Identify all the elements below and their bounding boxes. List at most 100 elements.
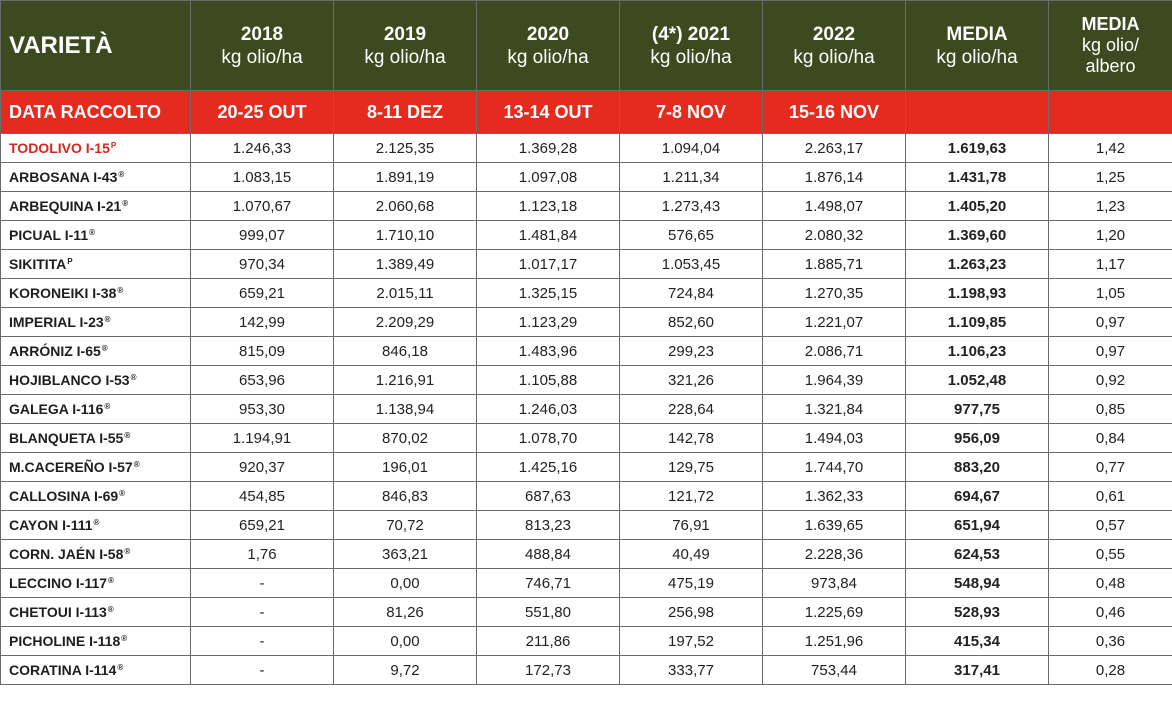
yield-cell: 1.053,45 bbox=[619, 249, 763, 279]
variety-name: M.CACEREÑO I-57® bbox=[0, 452, 191, 482]
table-row: PICHOLINE I-118® -0,00 211,86 197,52 1.251,9… bbox=[0, 626, 1172, 656]
table-row: SIKITITAP 970,34 1.389,49 1.017,17 1.053,45 1… bbox=[0, 249, 1172, 279]
column-title: 2022 bbox=[812, 23, 856, 45]
yield-cell: 1.425,16 bbox=[476, 452, 620, 482]
variety-name: IMPERIAL I-23® bbox=[0, 307, 191, 337]
trademark-mark: ® bbox=[104, 315, 111, 324]
yield-cell: 1.885,71 bbox=[762, 249, 906, 279]
column-title: 2018 bbox=[240, 23, 284, 45]
year-2018-header: 2018 kg olio/ha bbox=[190, 0, 334, 91]
media-tree-cell: 1,23 bbox=[1048, 191, 1172, 221]
yield-cell: 2.263,17 bbox=[762, 133, 906, 163]
harvest-date-cell: 15-16 NOV bbox=[762, 90, 906, 134]
yield-cell: 973,84 bbox=[762, 568, 906, 598]
yield-cell: 1.498,07 bbox=[762, 191, 906, 221]
variety-label: HOJIBLANCO I-53 bbox=[9, 372, 130, 388]
yield-cell: 40,49 bbox=[619, 539, 763, 569]
yield-cell: 1.105,88 bbox=[476, 365, 620, 395]
media-ha-cell: 1.369,60 bbox=[905, 220, 1049, 250]
yield-cell: 1.221,07 bbox=[762, 307, 906, 337]
variety-name: KORONEIKI I-38® bbox=[0, 278, 191, 308]
variety-label: CORATINA I-114 bbox=[9, 662, 117, 678]
variety-name: CORN. JAÉN I-58® bbox=[0, 539, 191, 569]
variety-label: PICHOLINE I-118 bbox=[9, 633, 121, 649]
yield-cell: 687,63 bbox=[476, 481, 620, 511]
media-ha-cell: 977,75 bbox=[905, 394, 1049, 424]
harvest-date-cell: 20-25 OUT bbox=[190, 90, 334, 134]
variety-label: CORN. JAÉN I-58 bbox=[9, 546, 124, 562]
yield-cell: 488,84 bbox=[476, 539, 620, 569]
table-row: CALLOSINA I-69® 454,85 846,83 687,63 121,72 1… bbox=[0, 481, 1172, 511]
yield-cell: 1.891,19 bbox=[333, 162, 477, 192]
yield-cell: 1.639,65 bbox=[762, 510, 906, 540]
media-tree-cell: 0,28 bbox=[1048, 655, 1172, 685]
trademark-mark: ® bbox=[124, 431, 131, 440]
yield-cell: 953,30 bbox=[190, 394, 334, 424]
yield-cell: 0,00 bbox=[333, 626, 477, 656]
media-ha-cell: 694,67 bbox=[905, 481, 1049, 511]
yield-cell: - bbox=[190, 626, 334, 656]
yield-cell: 142,78 bbox=[619, 423, 763, 453]
yield-cell: 2.060,68 bbox=[333, 191, 477, 221]
table-row: M.CACEREÑO I-57® 920,37 196,01 1.425,16 129,… bbox=[0, 452, 1172, 482]
yield-cell: 129,75 bbox=[619, 452, 763, 482]
trademark-mark: ® bbox=[93, 518, 100, 527]
column-unit: kg olio/ha bbox=[364, 46, 446, 68]
media-ha-cell: 1.405,20 bbox=[905, 191, 1049, 221]
variety-name: TODOLIVO I-15P bbox=[0, 133, 191, 163]
yield-cell: 1.078,70 bbox=[476, 423, 620, 453]
variety-label: IMPERIAL I-23 bbox=[9, 314, 104, 330]
yield-cell: 256,98 bbox=[619, 597, 763, 627]
media-tree-cell: 0,84 bbox=[1048, 423, 1172, 453]
media-tree-cell: 1,25 bbox=[1048, 162, 1172, 192]
yield-cell: 846,18 bbox=[333, 336, 477, 366]
media-tree-cell: 0,36 bbox=[1048, 626, 1172, 656]
yield-cell: 724,84 bbox=[619, 278, 763, 308]
variety-name: GALEGA I-116® bbox=[0, 394, 191, 424]
yield-cell: 1.362,33 bbox=[762, 481, 906, 511]
yield-cell: 813,23 bbox=[476, 510, 620, 540]
media-tree-cell: 0,61 bbox=[1048, 481, 1172, 511]
yield-cell: 999,07 bbox=[190, 220, 334, 250]
variety-name: HOJIBLANCO I-53® bbox=[0, 365, 191, 395]
media-ha-cell: 956,09 bbox=[905, 423, 1049, 453]
trademark-mark: ® bbox=[117, 286, 124, 295]
table-row: HOJIBLANCO I-53® 653,96 1.216,91 1.105,88 32… bbox=[0, 365, 1172, 395]
yield-cell: 142,99 bbox=[190, 307, 334, 337]
yield-cell: 70,72 bbox=[333, 510, 477, 540]
variety-column-header: VARIETÀ bbox=[0, 0, 191, 91]
yield-cell: 1.325,15 bbox=[476, 278, 620, 308]
variety-label: CHETOUI I-113 bbox=[9, 604, 107, 620]
yield-cell: 211,86 bbox=[476, 626, 620, 656]
yield-cell: 2.080,32 bbox=[762, 220, 906, 250]
column-unit: kg olio/ha bbox=[793, 46, 875, 68]
media-ha-cell: 883,20 bbox=[905, 452, 1049, 482]
variety-label: ARRÓNIZ I-65 bbox=[9, 343, 101, 359]
media-tree-cell: 1,20 bbox=[1048, 220, 1172, 250]
yield-cell: - bbox=[190, 568, 334, 598]
yield-cell: 299,23 bbox=[619, 336, 763, 366]
yield-cell: 970,34 bbox=[190, 249, 334, 279]
yield-cell: 576,65 bbox=[619, 220, 763, 250]
harvest-date-cell bbox=[905, 90, 1049, 134]
media-ha-cell: 1.431,78 bbox=[905, 162, 1049, 192]
media-tree-cell: 1,17 bbox=[1048, 249, 1172, 279]
media-tree-cell: 0,55 bbox=[1048, 539, 1172, 569]
media-ha-cell: 548,94 bbox=[905, 568, 1049, 598]
year-2019-header: 2019 kg olio/ha bbox=[333, 0, 477, 91]
year-2020-header: 2020 kg olio/ha bbox=[476, 0, 620, 91]
yield-cell: 1.083,15 bbox=[190, 162, 334, 192]
yield-cell: 1.094,04 bbox=[619, 133, 763, 163]
yield-cell: 121,72 bbox=[619, 481, 763, 511]
yield-cell: 1.138,94 bbox=[333, 394, 477, 424]
harvest-date-cell: 13-14 OUT bbox=[476, 90, 620, 134]
trademark-mark: ® bbox=[122, 199, 129, 208]
yield-cell: - bbox=[190, 655, 334, 685]
yield-cell: 1.070,67 bbox=[190, 191, 334, 221]
yield-cell: 659,21 bbox=[190, 510, 334, 540]
variety-name: CHETOUI I-113® bbox=[0, 597, 191, 627]
media-tree-cell: 0,97 bbox=[1048, 336, 1172, 366]
trademark-mark: ® bbox=[133, 460, 140, 469]
yield-cell: 321,26 bbox=[619, 365, 763, 395]
column-title: MEDIA bbox=[1081, 14, 1140, 34]
